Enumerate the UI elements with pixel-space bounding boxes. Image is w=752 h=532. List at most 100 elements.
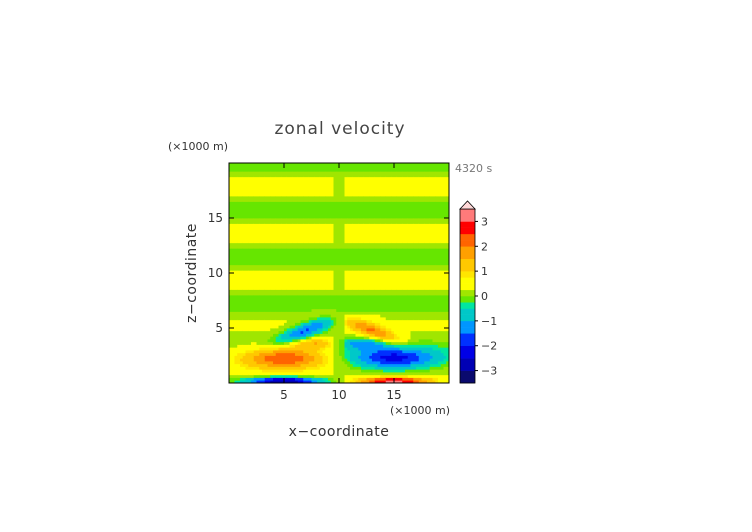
heatmap-cell [297,273,301,277]
heatmap-cell [251,256,255,260]
heatmap-cell [361,179,365,183]
heatmap-cell [383,237,387,241]
heatmap-cell [322,314,326,318]
heatmap-cell [286,374,290,378]
heatmap-cell [295,273,299,277]
heatmap-cell [352,253,356,257]
heatmap-cell [319,270,323,274]
heatmap-cell [303,369,307,373]
heatmap-cell [229,292,233,296]
heatmap-cell [333,284,337,288]
heatmap-cell [369,300,373,304]
heatmap-cell [347,190,351,194]
heatmap-cell [341,198,345,202]
heatmap-cell [234,198,238,202]
heatmap-cell [242,372,246,376]
heatmap-cell [372,204,376,208]
heatmap-cell [306,336,310,340]
heatmap-cell [322,193,326,197]
heatmap-cell [234,253,238,257]
heatmap-cell [295,366,299,370]
heatmap-cell [366,273,370,277]
heatmap-cell [363,303,367,307]
heatmap-cell [306,341,310,345]
heatmap-cell [297,344,301,348]
heatmap-cell [295,314,299,318]
heatmap-cell [306,289,310,293]
heatmap-cell [361,380,365,384]
heatmap-cell [339,289,343,293]
heatmap-cell [284,295,288,299]
heatmap-cell [350,168,354,172]
heatmap-cell [281,198,285,202]
heatmap-cell [363,215,367,219]
heatmap-cell [374,275,378,279]
heatmap-cell [377,165,381,169]
heatmap-cell [237,204,241,208]
heatmap-cell [328,273,332,277]
heatmap-cell [319,171,323,175]
heatmap-cell [240,278,244,282]
heatmap-cell [355,289,359,293]
heatmap-cell [394,226,398,230]
heatmap-cell [380,344,384,348]
heatmap-cell [289,284,293,288]
heatmap-cell [352,234,356,238]
heatmap-cell [284,190,288,194]
heatmap-cell [278,377,282,381]
heatmap-cell [317,171,321,175]
heatmap-cell [317,358,321,362]
heatmap-cell [383,248,387,252]
heatmap-cell [380,314,384,318]
heatmap-cell [369,234,373,238]
heatmap-cell [234,234,238,238]
heatmap-cell [306,253,310,257]
heatmap-cell [256,165,260,169]
heatmap-cell [317,198,321,202]
heatmap-cell [352,339,356,343]
heatmap-cell [278,253,282,257]
heatmap-cell [237,325,241,329]
heatmap-cell [333,190,337,194]
heatmap-cell [262,204,266,208]
heatmap-cell [369,352,373,356]
heatmap-cell [319,163,323,167]
heatmap-cell [256,325,260,329]
heatmap-cell [355,344,359,348]
heatmap-cell [303,220,307,224]
heatmap-cell [245,259,249,263]
heatmap-cell [314,171,318,175]
heatmap-cell [322,234,326,238]
heatmap-cell [231,295,235,299]
heatmap-cell [286,292,290,296]
heatmap-cell [234,369,238,373]
heatmap-cell [319,190,323,194]
heatmap-cell [336,377,340,381]
heatmap-cell [339,193,343,197]
heatmap-cell [341,328,345,332]
heatmap-cell [369,344,373,348]
heatmap-cell [374,185,378,189]
heatmap-cell [380,286,384,290]
heatmap-cell [295,196,299,200]
heatmap-cell [278,328,282,332]
heatmap-cell [267,311,271,315]
heatmap-cell [251,179,255,183]
heatmap-cell [273,330,277,334]
heatmap-cell [286,273,290,277]
heatmap-cell [311,264,315,268]
heatmap-cell [229,245,233,249]
heatmap-cell [284,328,288,332]
heatmap-cell [259,311,263,315]
heatmap-cell [330,193,334,197]
heatmap-cell [248,333,252,337]
heatmap-cell [237,339,241,343]
heatmap-cell [251,231,255,235]
heatmap-cell [231,212,235,216]
heatmap-cell [297,317,301,321]
heatmap-cell [322,369,326,373]
heatmap-cell [380,190,384,194]
heatmap-cell [366,240,370,244]
heatmap-cell [292,171,296,175]
heatmap-cell [336,281,340,285]
